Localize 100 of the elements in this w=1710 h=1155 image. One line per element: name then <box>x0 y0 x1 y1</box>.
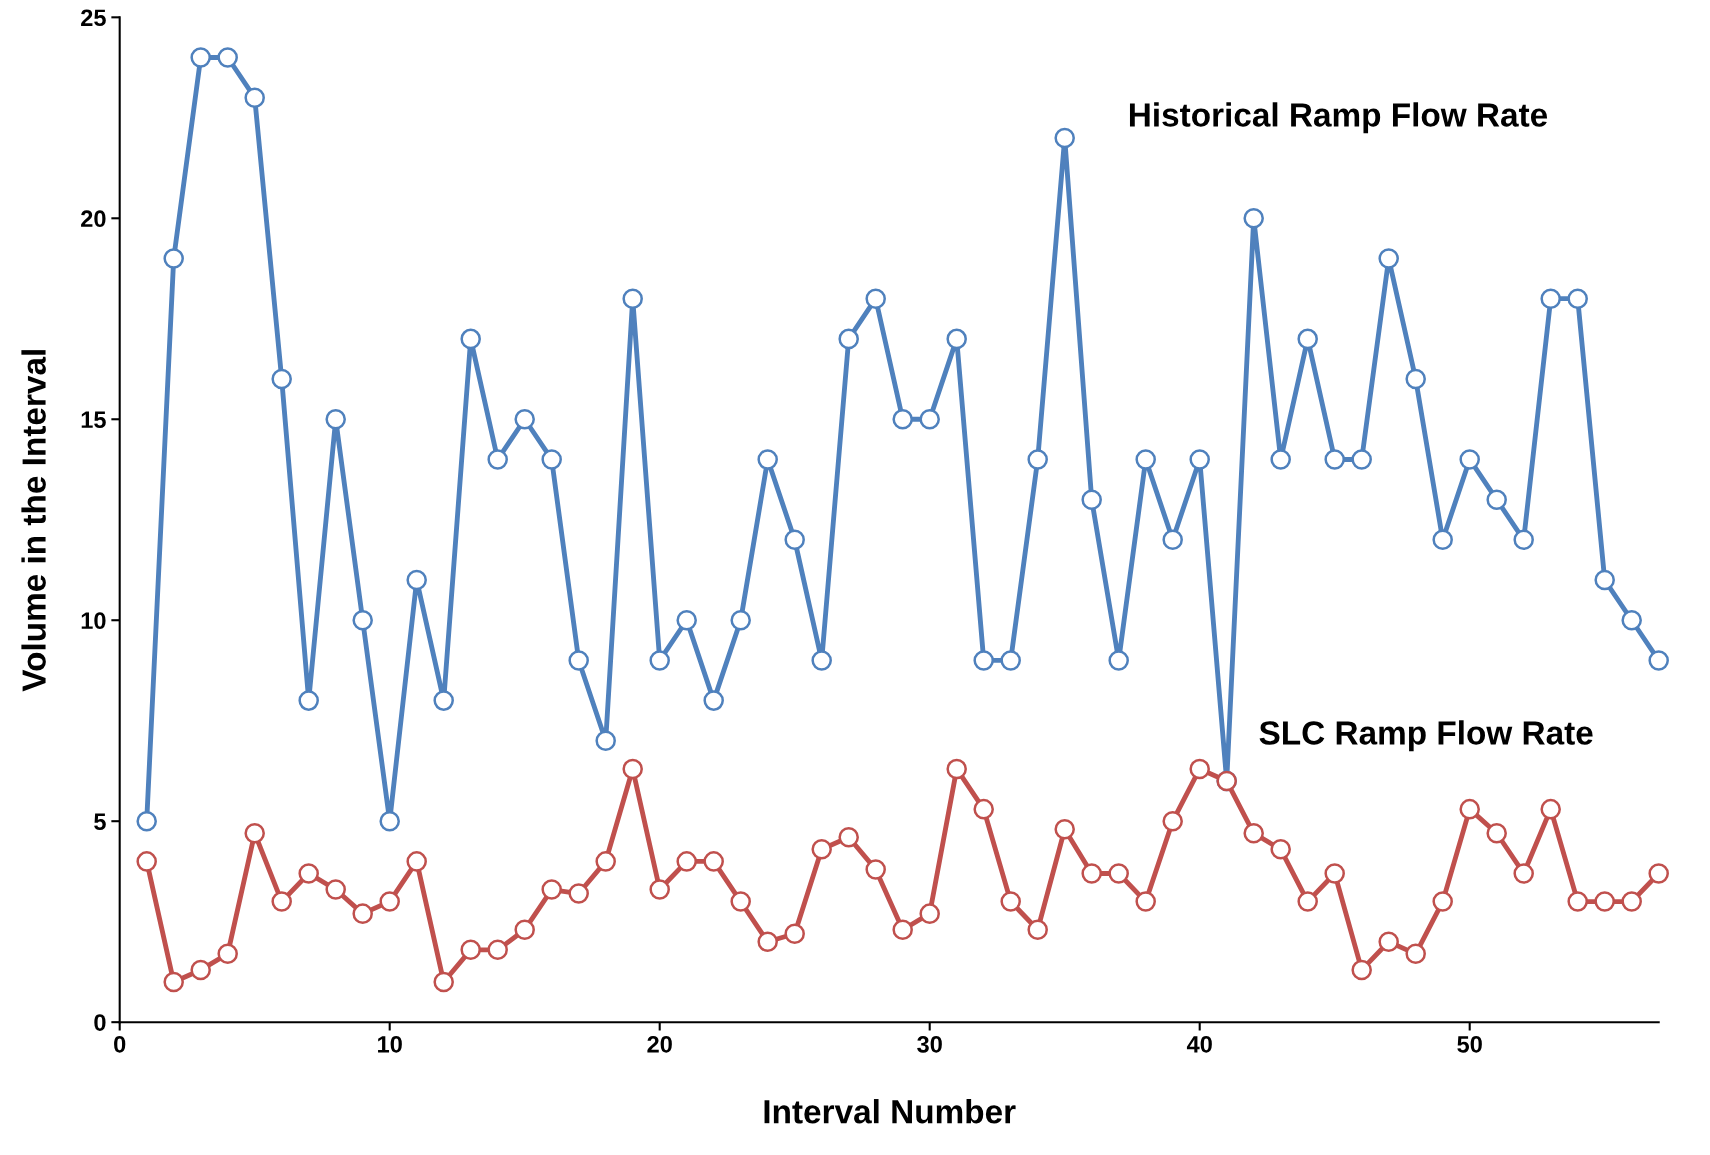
point <box>1621 609 1642 631</box>
point <box>190 959 211 981</box>
point <box>1486 822 1507 844</box>
point <box>1378 931 1399 953</box>
point <box>595 851 616 872</box>
point <box>1648 650 1669 671</box>
point <box>1594 569 1615 591</box>
point <box>1405 368 1426 390</box>
point <box>811 839 832 860</box>
point <box>730 891 751 912</box>
point <box>622 288 643 309</box>
point <box>217 47 238 68</box>
point <box>1405 943 1426 965</box>
point <box>1540 288 1561 309</box>
point <box>379 810 400 832</box>
point <box>919 408 940 430</box>
point <box>703 851 724 872</box>
point <box>163 248 184 269</box>
point <box>1162 810 1183 832</box>
point <box>1378 248 1399 269</box>
point <box>1621 891 1642 912</box>
point <box>352 609 373 631</box>
point <box>946 328 967 350</box>
point <box>1189 758 1210 780</box>
point <box>892 408 913 430</box>
point <box>1270 449 1291 470</box>
point <box>1513 863 1534 884</box>
point <box>973 798 994 820</box>
point <box>1108 650 1129 671</box>
point <box>1081 489 1102 510</box>
point <box>1243 208 1264 229</box>
point <box>460 328 481 350</box>
point <box>1432 529 1453 551</box>
y-tick-label: 5 <box>94 813 106 830</box>
y-tick-label: 25 <box>81 9 106 27</box>
point <box>460 939 481 961</box>
series-label: Historical Ramp Flow Rate <box>1129 102 1548 134</box>
point <box>1135 449 1156 470</box>
x-tick-label: 40 <box>1186 1035 1212 1053</box>
x-tick-label: 0 <box>114 1035 126 1053</box>
point <box>892 919 913 941</box>
point <box>1054 818 1075 840</box>
point <box>1432 891 1453 912</box>
x-axis-title: Interval Number <box>764 1099 1016 1124</box>
point <box>298 863 319 884</box>
point <box>379 891 400 912</box>
point <box>595 730 616 752</box>
point <box>406 851 427 872</box>
point <box>1351 449 1372 470</box>
x-tick-label: 50 <box>1457 1035 1482 1053</box>
y-tick-label: 20 <box>81 210 106 228</box>
point <box>919 903 940 924</box>
y-tick-label: 15 <box>81 411 106 429</box>
point <box>1027 449 1048 470</box>
point <box>757 931 778 953</box>
point <box>784 529 805 551</box>
point <box>1297 328 1318 350</box>
x-tick-label: 30 <box>917 1035 942 1053</box>
point <box>676 609 697 631</box>
point <box>298 690 319 711</box>
point <box>406 569 427 591</box>
point <box>1270 839 1291 860</box>
point <box>136 851 157 872</box>
x-tick-label: 10 <box>378 1035 402 1053</box>
point <box>1459 449 1480 470</box>
point <box>244 822 265 844</box>
point <box>568 883 589 904</box>
point <box>1648 863 1669 884</box>
point <box>271 368 292 390</box>
point <box>1567 288 1588 309</box>
point <box>703 690 724 711</box>
point <box>433 690 454 711</box>
point <box>163 971 184 993</box>
point <box>811 650 832 671</box>
point <box>1486 489 1507 510</box>
point <box>514 408 535 430</box>
point <box>325 879 346 900</box>
y-axis-title: Volume in the Interval <box>21 350 46 692</box>
point <box>1459 798 1480 820</box>
point <box>1000 650 1021 671</box>
point <box>1594 891 1615 912</box>
series-label: SLC Ramp Flow Rate <box>1259 720 1593 752</box>
point <box>838 827 859 848</box>
point <box>568 650 589 671</box>
point <box>1324 449 1345 470</box>
point <box>622 758 643 780</box>
point <box>757 449 778 470</box>
point <box>865 859 886 880</box>
point <box>1108 863 1129 884</box>
point <box>1567 891 1588 912</box>
x-tick-label: 20 <box>647 1035 672 1053</box>
point <box>730 609 751 631</box>
point <box>1054 127 1075 149</box>
point <box>1513 529 1534 551</box>
y-tick-label: 10 <box>81 612 106 630</box>
point <box>1000 891 1021 912</box>
point <box>784 923 805 945</box>
point <box>1027 919 1048 941</box>
point <box>946 758 967 780</box>
point <box>1243 822 1264 844</box>
